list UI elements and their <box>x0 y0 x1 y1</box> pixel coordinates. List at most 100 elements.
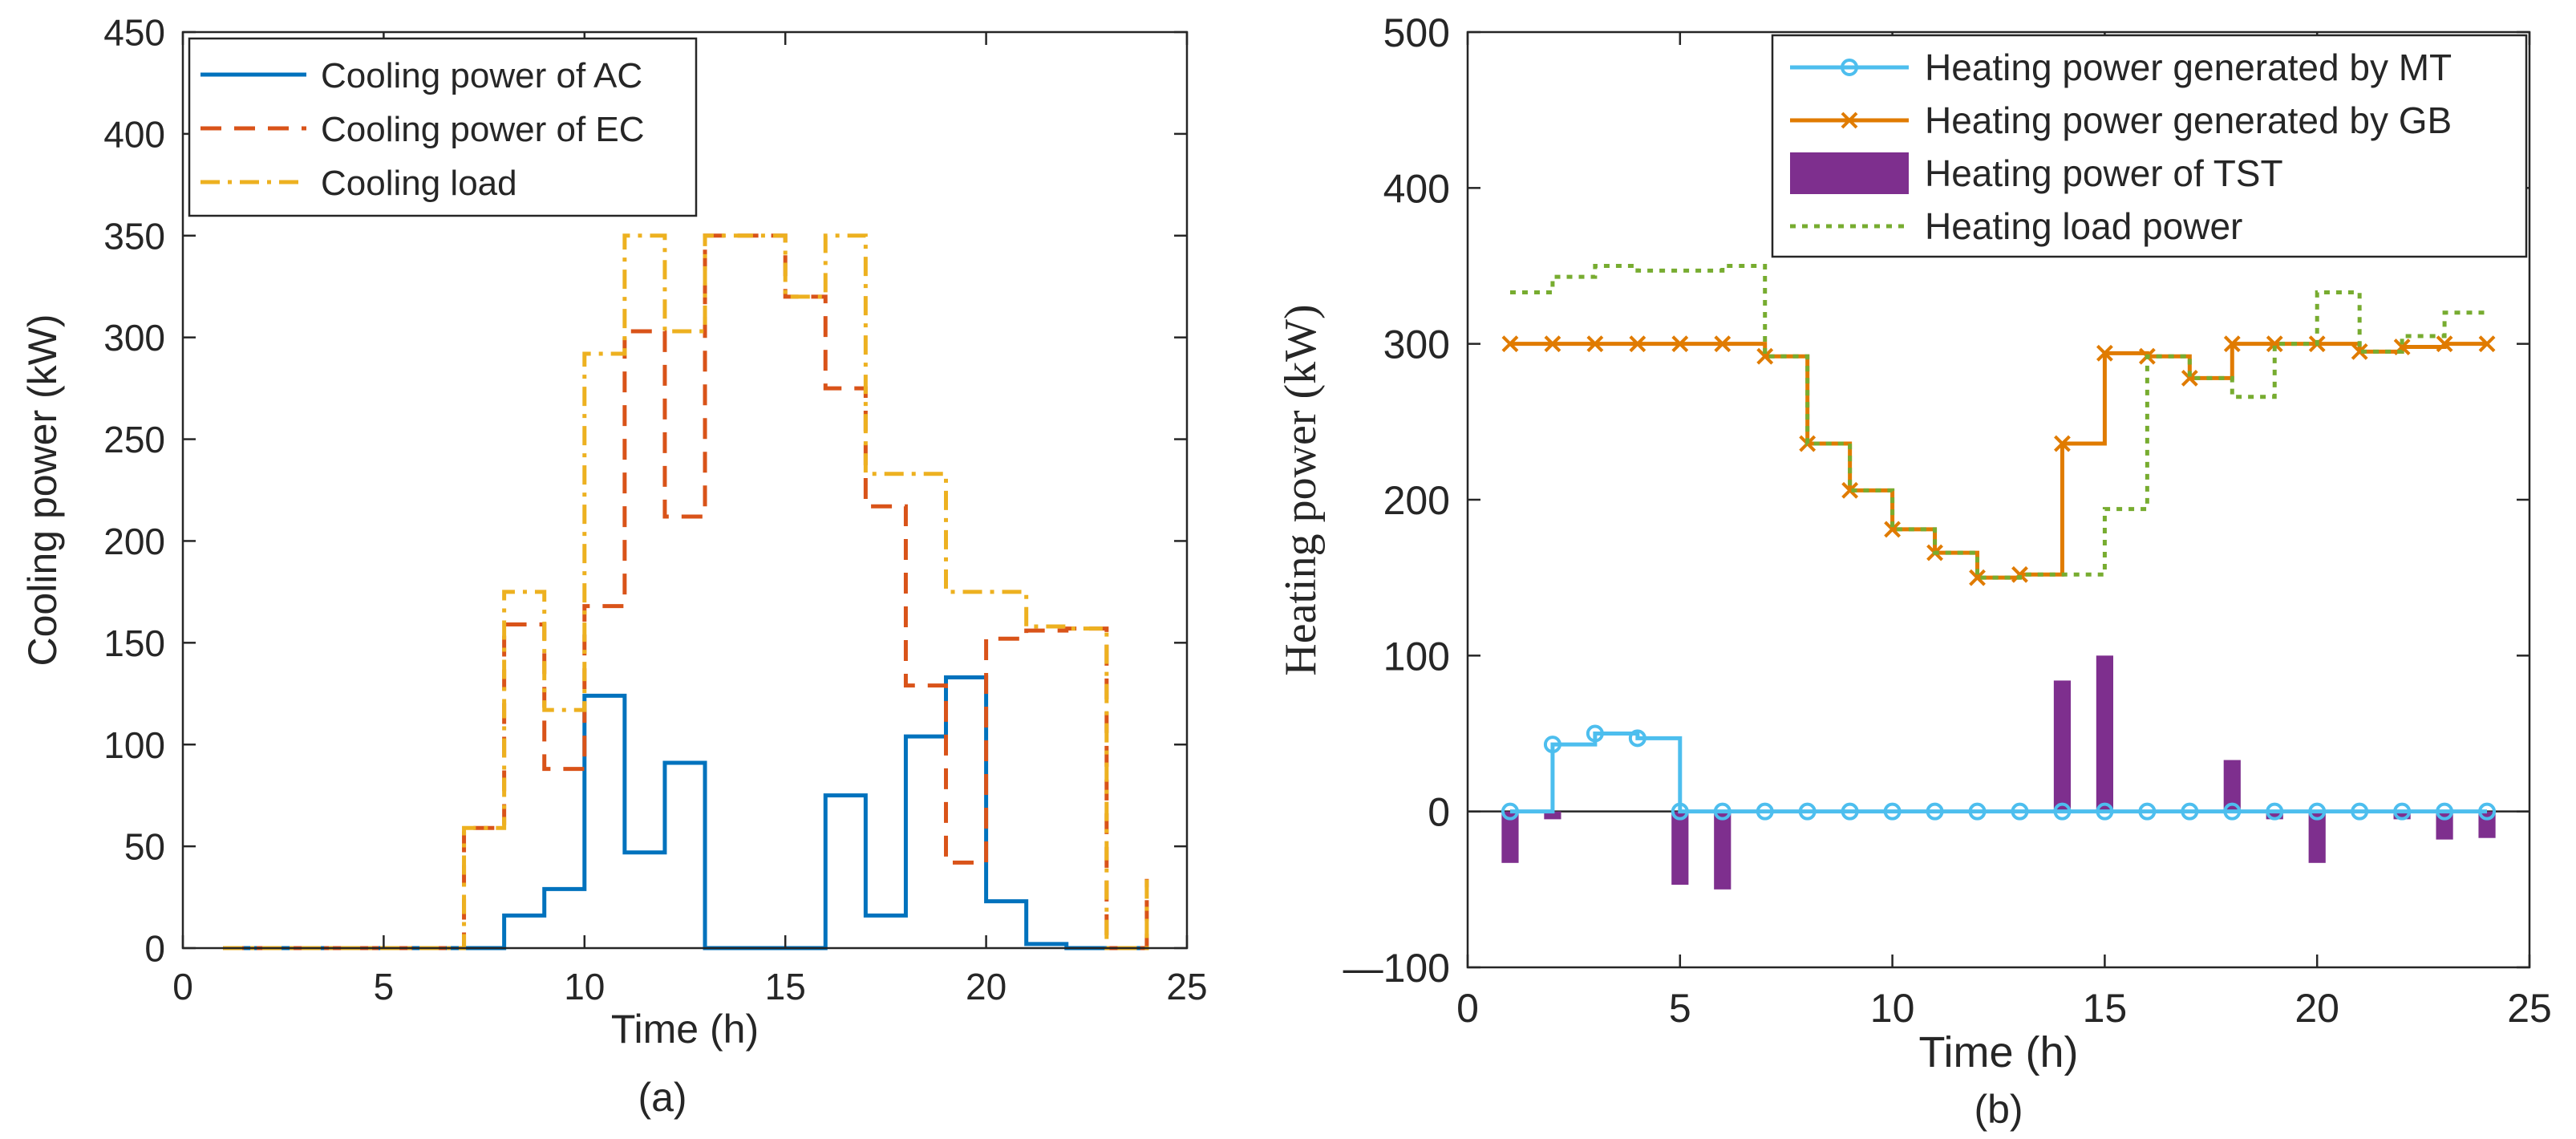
x-tick-label: 15 <box>2083 986 2128 1031</box>
legend-label: Cooling load <box>321 164 517 203</box>
x-axis-label-a: Time (h) <box>611 1007 759 1052</box>
x-tick-label: 20 <box>2295 986 2339 1031</box>
x-marker <box>2351 343 2368 360</box>
circle-marker <box>2393 802 2412 821</box>
x-marker <box>1714 335 1732 353</box>
circle-marker <box>2096 802 2114 821</box>
x-marker <box>1969 569 1986 586</box>
x-marker <box>2436 335 2453 353</box>
circle-marker <box>1501 802 1519 821</box>
circle-marker <box>1883 802 1902 821</box>
x-tick-label: 5 <box>1669 986 1691 1031</box>
series-line-1 <box>1509 732 2488 814</box>
legend-label: Heating power generated by GB <box>1925 99 2452 141</box>
series-line-4 <box>1509 264 2488 580</box>
x-marker <box>1884 521 1902 538</box>
legend-b: Heating power generated by MT Heating pow… <box>1771 34 2528 258</box>
x-marker <box>1841 481 1859 499</box>
y-tick-label: 250 <box>103 419 165 460</box>
y-axis-label-a: Cooling power (kW) <box>20 314 65 666</box>
y-tick-label: 50 <box>124 826 165 868</box>
legend-label: Heating power generated by MT <box>1925 47 2452 88</box>
circle-marker <box>2223 802 2242 821</box>
x-tick-label: 25 <box>2507 986 2552 1031</box>
circle-marker <box>1713 802 1732 821</box>
y-tick-label: —100 <box>1343 946 1450 991</box>
x-marker <box>1841 111 1858 129</box>
x-marker <box>1586 335 1604 353</box>
legend-box <box>1771 34 2528 258</box>
tst-bar <box>2096 655 2113 812</box>
circle-marker <box>2436 802 2454 821</box>
x-tick-label: 0 <box>1456 986 1479 1031</box>
x-marker <box>2478 335 2496 353</box>
circle-marker <box>1798 802 1817 821</box>
legend-label: Cooling power of EC <box>321 110 645 149</box>
legend-label: Heating load power <box>1925 205 2242 247</box>
y-tick-label: 450 <box>103 12 165 54</box>
y-tick-label: 100 <box>103 724 165 766</box>
circle-marker <box>2266 802 2284 821</box>
tst-bar <box>2053 680 2072 812</box>
x-marker <box>2096 344 2113 362</box>
x-marker <box>1629 335 1646 353</box>
circle-marker <box>2308 802 2327 821</box>
circle-marker <box>2351 802 2369 821</box>
tst-bar <box>1544 811 1561 820</box>
series-line-3 <box>223 233 1149 951</box>
circle-marker <box>2181 802 2199 821</box>
x-tick-label: 25 <box>1166 966 1207 1007</box>
circle-marker <box>1543 736 1561 754</box>
circle-marker <box>1968 802 1987 821</box>
panel-label-a: (a) <box>638 1075 687 1120</box>
tst-bar <box>2266 811 2283 820</box>
x-marker <box>2011 565 2028 583</box>
legend-label: Cooling power of AC <box>321 56 642 95</box>
x-tick-label: 5 <box>374 966 395 1007</box>
circle-marker <box>1586 724 1604 743</box>
circle-marker <box>1671 802 1689 821</box>
tst-bar <box>1671 811 1689 886</box>
x-marker <box>2054 435 2071 452</box>
x-marker <box>1501 335 1519 353</box>
y-tick-label: 300 <box>1383 322 1450 367</box>
circle-marker <box>2138 802 2157 821</box>
circle-marker <box>1628 729 1646 748</box>
y-tick-label: 500 <box>1383 10 1450 55</box>
y-tick-label: 0 <box>144 928 165 970</box>
x-marker <box>1671 335 1689 353</box>
tst-bar <box>2223 760 2241 812</box>
x-tick-label: 0 <box>172 966 193 1007</box>
y-tick-label: 300 <box>103 317 165 359</box>
legend-label: Heating power of TST <box>1925 152 2283 194</box>
tst-bar <box>2308 811 2326 863</box>
y-tick-label: 0 <box>1428 790 1450 835</box>
x-tick-label: 20 <box>966 966 1007 1007</box>
x-marker <box>2181 370 2198 387</box>
x-marker <box>1544 335 1561 353</box>
y-tick-label: 350 <box>103 215 165 257</box>
y-tick-label: 150 <box>103 622 165 664</box>
circle-marker <box>2478 802 2497 821</box>
circle-marker <box>1841 59 1858 76</box>
circle-marker <box>2011 802 2029 821</box>
circle-marker <box>2053 802 2072 821</box>
y-axis-label-b: Heating power (kW) <box>1276 304 1326 675</box>
y-tick-label: 200 <box>103 521 165 562</box>
x-marker <box>2223 335 2241 353</box>
circle-marker <box>1926 802 1944 821</box>
circle-marker <box>1756 802 1774 821</box>
panel-label-b: (b) <box>1974 1087 2023 1132</box>
x-tick-label: 15 <box>765 966 806 1007</box>
tst-bar <box>1501 811 1519 863</box>
x-tick-label: 10 <box>1870 986 1915 1031</box>
y-tick-label: 400 <box>1383 166 1450 211</box>
axes-box-a <box>181 30 1189 950</box>
y-tick-label: 100 <box>1383 634 1450 679</box>
circle-marker <box>1841 802 1859 821</box>
tst-bar <box>1714 811 1732 890</box>
tst-bar <box>2393 811 2411 820</box>
